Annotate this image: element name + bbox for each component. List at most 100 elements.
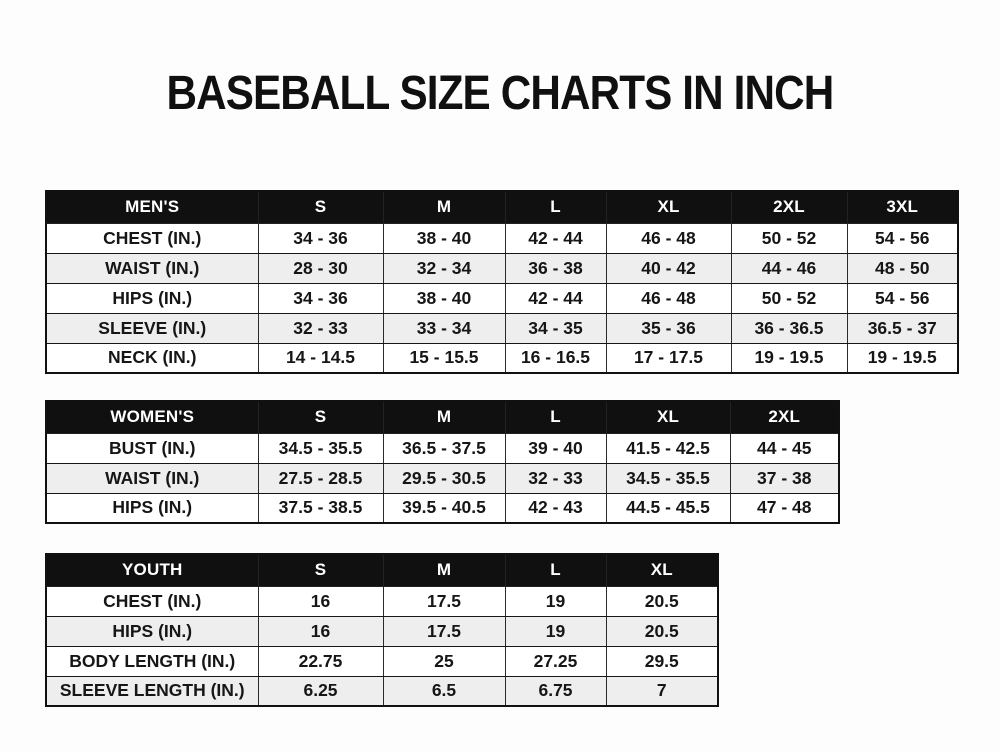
size-cell: 47 - 48 xyxy=(729,492,840,524)
size-cell: 42 - 44 xyxy=(504,222,607,254)
size-cell: 19 - 19.5 xyxy=(846,342,959,374)
table-row: BODY LENGTH (IN.) 22.75 25 27.25 29.5 xyxy=(45,645,719,677)
size-cell: 37 - 38 xyxy=(729,462,840,494)
size-cell: 40 - 42 xyxy=(605,252,732,284)
size-cell: 34 - 36 xyxy=(257,282,384,314)
size-cell: 38 - 40 xyxy=(382,282,506,314)
table-row: CHEST (IN.) 34 - 36 38 - 40 42 - 44 46 - 48 5… xyxy=(45,222,959,254)
youth-size-table: YOUTH S M L XL CHEST (IN.) 16 17.5 19 20.5 HIPS (I… xyxy=(45,553,719,707)
row-label: SLEEVE LENGTH (IN.) xyxy=(45,675,259,707)
size-cell: 39.5 - 40.5 xyxy=(382,492,506,524)
size-cell: 25 xyxy=(382,645,506,677)
table-row: HIPS (IN.) 37.5 - 38.5 39.5 - 40.5 42 - 43 4… xyxy=(45,492,840,524)
row-label: SLEEVE (IN.) xyxy=(45,312,259,344)
size-cell: 36.5 - 37.5 xyxy=(382,432,506,464)
column-header-l: L xyxy=(504,553,607,587)
column-header-s: S xyxy=(257,400,384,434)
column-header-s: S xyxy=(257,190,384,224)
table-row: SLEEVE (IN.) 32 - 33 33 - 34 34 - 35 35 - 36… xyxy=(45,312,959,344)
column-header-3xl: 3XL xyxy=(846,190,959,224)
header-row: WOMEN'S S M L XL 2XL xyxy=(45,400,840,434)
size-cell: 27.25 xyxy=(504,645,607,677)
size-cell: 19 xyxy=(504,585,607,617)
row-label: HIPS (IN.) xyxy=(45,615,259,647)
size-cell: 29.5 - 30.5 xyxy=(382,462,506,494)
table-title-header: WOMEN'S xyxy=(45,400,259,434)
row-label: HIPS (IN.) xyxy=(45,282,259,314)
column-header-2xl: 2XL xyxy=(730,190,848,224)
table-row: BUST (IN.) 34.5 - 35.5 36.5 - 37.5 39 - 40 4… xyxy=(45,432,840,464)
row-label: WAIST (IN.) xyxy=(45,462,259,494)
column-header-m: M xyxy=(382,553,506,587)
row-label: CHEST (IN.) xyxy=(45,222,259,254)
column-header-m: M xyxy=(382,190,506,224)
column-header-xl: XL xyxy=(605,400,731,434)
size-cell: 54 - 56 xyxy=(846,282,959,314)
row-label: CHEST (IN.) xyxy=(45,585,259,617)
size-cell: 46 - 48 xyxy=(605,282,732,314)
size-cell: 6.5 xyxy=(382,675,506,707)
size-cell: 20.5 xyxy=(605,585,719,617)
size-cell: 7 xyxy=(605,675,719,707)
table-row: HIPS (IN.) 34 - 36 38 - 40 42 - 44 46 - 48 50… xyxy=(45,282,959,314)
womens-size-table: WOMEN'S S M L XL 2XL BUST (IN.) 34.5 - 35.5 36.5… xyxy=(45,400,840,524)
size-cell: 32 - 33 xyxy=(504,462,607,494)
column-header-xl: XL xyxy=(605,553,719,587)
size-cell: 34 - 35 xyxy=(504,312,607,344)
size-cell: 37.5 - 38.5 xyxy=(257,492,384,524)
size-cell: 34.5 - 35.5 xyxy=(257,432,384,464)
size-cell: 42 - 43 xyxy=(504,492,607,524)
size-cell: 15 - 15.5 xyxy=(382,342,506,374)
table-title-header: YOUTH xyxy=(45,553,259,587)
size-cell: 32 - 34 xyxy=(382,252,506,284)
size-cell: 19 xyxy=(504,615,607,647)
size-cell: 39 - 40 xyxy=(504,432,607,464)
column-header-l: L xyxy=(504,400,607,434)
size-cell: 32 - 33 xyxy=(257,312,384,344)
table-row: WAIST (IN.) 28 - 30 32 - 34 36 - 38 40 - 42 4… xyxy=(45,252,959,284)
table-row: SLEEVE LENGTH (IN.) 6.25 6.5 6.75 7 xyxy=(45,675,719,707)
size-cell: 27.5 - 28.5 xyxy=(257,462,384,494)
column-header-s: S xyxy=(257,553,384,587)
row-label: BODY LENGTH (IN.) xyxy=(45,645,259,677)
column-header-xl: XL xyxy=(605,190,732,224)
size-cell: 17 - 17.5 xyxy=(605,342,732,374)
size-cell: 14 - 14.5 xyxy=(257,342,384,374)
size-cell: 6.75 xyxy=(504,675,607,707)
table-row: WAIST (IN.) 27.5 - 28.5 29.5 - 30.5 32 - 33… xyxy=(45,462,840,494)
column-header-m: M xyxy=(382,400,506,434)
column-header-l: L xyxy=(504,190,607,224)
size-cell: 22.75 xyxy=(257,645,384,677)
size-cell: 29.5 xyxy=(605,645,719,677)
page-title: BASEBALL SIZE CHARTS IN INCH xyxy=(0,66,1000,121)
size-cell: 36 - 36.5 xyxy=(730,312,848,344)
size-cell: 54 - 56 xyxy=(846,222,959,254)
size-cell: 20.5 xyxy=(605,615,719,647)
size-cell: 44 - 46 xyxy=(730,252,848,284)
size-cell: 6.25 xyxy=(257,675,384,707)
page-title-text: BASEBALL SIZE CHARTS IN INCH xyxy=(166,67,835,120)
size-cell: 36 - 38 xyxy=(504,252,607,284)
size-cell: 34 - 36 xyxy=(257,222,384,254)
size-cell: 17.5 xyxy=(382,585,506,617)
table-title-header: MEN'S xyxy=(45,190,259,224)
row-label: WAIST (IN.) xyxy=(45,252,259,284)
table-row: CHEST (IN.) 16 17.5 19 20.5 xyxy=(45,585,719,617)
table-row: HIPS (IN.) 16 17.5 19 20.5 xyxy=(45,615,719,647)
mens-size-table: MEN'S S M L XL 2XL 3XL CHEST (IN.) 34 - 36 38 - 4… xyxy=(45,190,959,374)
header-row: YOUTH S M L XL xyxy=(45,553,719,587)
size-cell: 34.5 - 35.5 xyxy=(605,462,731,494)
row-label: BUST (IN.) xyxy=(45,432,259,464)
size-cell: 17.5 xyxy=(382,615,506,647)
size-cell: 36.5 - 37 xyxy=(846,312,959,344)
size-cell: 46 - 48 xyxy=(605,222,732,254)
size-cell: 16 xyxy=(257,585,384,617)
table-row: NECK (IN.) 14 - 14.5 15 - 15.5 16 - 16.5 17 … xyxy=(45,342,959,374)
size-cell: 44 - 45 xyxy=(729,432,840,464)
column-header-2xl: 2XL xyxy=(729,400,840,434)
size-cell: 50 - 52 xyxy=(730,282,848,314)
size-cell: 16 xyxy=(257,615,384,647)
row-label: NECK (IN.) xyxy=(45,342,259,374)
size-table: MEN'S S M L XL 2XL 3XL CHEST (IN.) 34 - 36 38 - 4… xyxy=(45,190,959,374)
size-cell: 19 - 19.5 xyxy=(730,342,848,374)
